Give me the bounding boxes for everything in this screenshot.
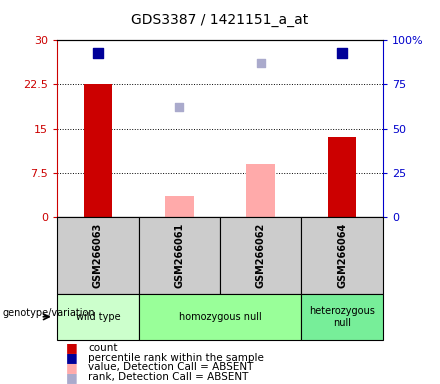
Bar: [165, 196, 194, 217]
Point: [95, 50, 102, 56]
Point: [257, 60, 264, 66]
Text: wild type: wild type: [76, 312, 120, 322]
Text: ■: ■: [66, 371, 78, 384]
Text: percentile rank within the sample: percentile rank within the sample: [88, 353, 264, 362]
Text: heterozygous
null: heterozygous null: [309, 306, 375, 328]
Text: GSM266063: GSM266063: [93, 223, 103, 288]
Point: [339, 50, 346, 56]
Text: ■: ■: [66, 351, 78, 364]
Bar: [246, 164, 275, 217]
Text: ■: ■: [66, 361, 78, 374]
Text: rank, Detection Call = ABSENT: rank, Detection Call = ABSENT: [88, 372, 248, 382]
Text: GSM266064: GSM266064: [337, 223, 347, 288]
Text: count: count: [88, 343, 117, 353]
Text: GDS3387 / 1421151_a_at: GDS3387 / 1421151_a_at: [132, 13, 308, 27]
Bar: [84, 84, 112, 217]
Text: GSM266061: GSM266061: [174, 223, 184, 288]
Text: genotype/variation: genotype/variation: [2, 308, 95, 318]
Text: homozygous null: homozygous null: [179, 312, 261, 322]
Point: [176, 104, 183, 111]
Text: GSM266062: GSM266062: [256, 223, 266, 288]
Text: ■: ■: [66, 341, 78, 354]
Text: value, Detection Call = ABSENT: value, Detection Call = ABSENT: [88, 362, 253, 372]
Bar: [328, 137, 356, 217]
